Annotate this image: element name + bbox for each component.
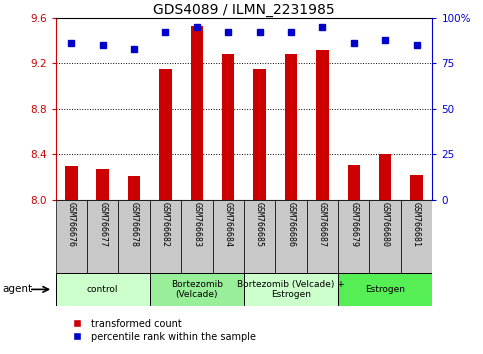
Text: Bortezomib
(Velcade): Bortezomib (Velcade) — [171, 280, 223, 299]
Text: agent: agent — [2, 284, 32, 295]
Text: GSM766678: GSM766678 — [129, 202, 139, 247]
Text: GSM766687: GSM766687 — [318, 202, 327, 247]
Bar — [128, 176, 141, 200]
Legend: transformed count, percentile rank within the sample: transformed count, percentile rank withi… — [67, 319, 256, 342]
Text: GSM766680: GSM766680 — [381, 202, 390, 247]
Bar — [97, 169, 109, 200]
Text: GSM766683: GSM766683 — [192, 202, 201, 247]
Bar — [159, 69, 172, 200]
Bar — [253, 69, 266, 200]
Bar — [285, 54, 298, 200]
Text: GSM766684: GSM766684 — [224, 202, 233, 247]
Bar — [275, 200, 307, 273]
Bar — [56, 273, 150, 306]
Text: GSM766686: GSM766686 — [286, 202, 296, 247]
Bar — [190, 26, 203, 200]
Bar — [213, 200, 244, 273]
Bar — [118, 200, 150, 273]
Bar — [56, 200, 87, 273]
Bar — [307, 200, 338, 273]
Text: GSM766681: GSM766681 — [412, 202, 421, 247]
Text: Estrogen: Estrogen — [365, 285, 405, 294]
Bar — [150, 200, 181, 273]
Text: GSM766676: GSM766676 — [67, 202, 76, 247]
Title: GDS4089 / ILMN_2231985: GDS4089 / ILMN_2231985 — [153, 3, 335, 17]
Bar — [401, 200, 432, 273]
Bar — [150, 273, 244, 306]
Text: GSM766679: GSM766679 — [349, 202, 358, 247]
Bar — [181, 200, 213, 273]
Bar — [65, 166, 78, 200]
Text: control: control — [87, 285, 118, 294]
Bar — [379, 154, 391, 200]
Bar — [87, 200, 118, 273]
Text: GSM766677: GSM766677 — [98, 202, 107, 247]
Bar — [348, 165, 360, 200]
Bar — [244, 200, 275, 273]
Bar — [338, 200, 369, 273]
Text: Bortezomib (Velcade) +
Estrogen: Bortezomib (Velcade) + Estrogen — [237, 280, 345, 299]
Bar — [244, 273, 338, 306]
Bar — [338, 273, 432, 306]
Bar — [316, 50, 329, 200]
Bar — [222, 54, 235, 200]
Text: GSM766685: GSM766685 — [255, 202, 264, 247]
Text: GSM766682: GSM766682 — [161, 202, 170, 247]
Bar — [369, 200, 401, 273]
Bar — [411, 175, 423, 200]
